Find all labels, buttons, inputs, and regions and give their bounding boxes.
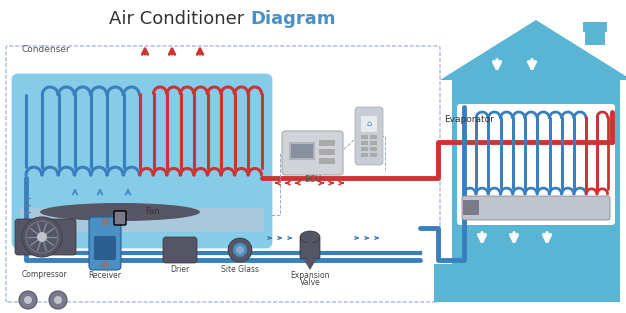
Circle shape: [236, 246, 244, 254]
Bar: [361, 153, 368, 157]
FancyBboxPatch shape: [462, 196, 610, 220]
FancyBboxPatch shape: [114, 211, 126, 225]
Bar: [291, 144, 313, 158]
FancyBboxPatch shape: [20, 208, 264, 232]
Text: Site Glass: Site Glass: [221, 265, 259, 274]
Text: Drier: Drier: [170, 265, 190, 274]
FancyBboxPatch shape: [282, 131, 343, 175]
FancyBboxPatch shape: [355, 107, 383, 165]
FancyBboxPatch shape: [94, 236, 116, 260]
Text: Fan: Fan: [145, 208, 160, 217]
Bar: [361, 116, 377, 132]
Polygon shape: [440, 20, 626, 80]
Bar: [370, 153, 377, 157]
Circle shape: [228, 238, 252, 262]
FancyBboxPatch shape: [163, 237, 197, 263]
Bar: [583, 22, 607, 32]
Bar: [289, 142, 315, 160]
FancyBboxPatch shape: [89, 217, 121, 270]
FancyBboxPatch shape: [13, 75, 271, 247]
Circle shape: [19, 291, 37, 309]
Circle shape: [233, 243, 247, 257]
Bar: [361, 141, 368, 145]
Polygon shape: [304, 260, 316, 270]
FancyBboxPatch shape: [300, 237, 320, 259]
Circle shape: [22, 217, 62, 257]
Bar: [361, 135, 368, 139]
Bar: [319, 149, 335, 155]
Text: Evaporator: Evaporator: [444, 115, 494, 124]
Ellipse shape: [300, 231, 320, 243]
Bar: [452, 80, 620, 302]
Bar: [361, 147, 368, 151]
Circle shape: [37, 232, 47, 242]
Circle shape: [49, 291, 67, 309]
Bar: [370, 141, 377, 145]
Bar: [101, 218, 109, 225]
Text: Valve: Valve: [300, 278, 321, 287]
Bar: [101, 261, 109, 268]
FancyBboxPatch shape: [463, 200, 479, 215]
Bar: [370, 147, 377, 151]
Ellipse shape: [40, 203, 200, 221]
Bar: [434, 264, 454, 302]
FancyBboxPatch shape: [15, 219, 76, 255]
Text: ECU: ECU: [304, 175, 321, 184]
Text: Expansion: Expansion: [290, 271, 330, 280]
Bar: [370, 135, 377, 139]
Text: Air Conditioner: Air Conditioner: [109, 10, 250, 28]
Text: Receiver: Receiver: [88, 271, 121, 280]
Circle shape: [24, 296, 32, 304]
Text: Diagram: Diagram: [250, 10, 336, 28]
Text: Condenser: Condenser: [22, 44, 71, 54]
Text: Compressor: Compressor: [22, 270, 68, 279]
Circle shape: [54, 296, 62, 304]
Bar: [585, 25, 605, 45]
Text: ⌂: ⌂: [366, 120, 372, 129]
FancyBboxPatch shape: [457, 104, 615, 225]
Bar: [319, 140, 335, 146]
Bar: [319, 158, 335, 164]
